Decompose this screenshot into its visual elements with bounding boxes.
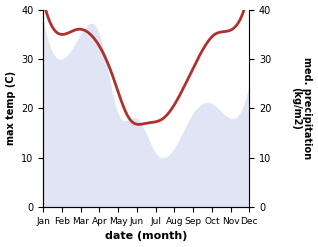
Y-axis label: med. precipitation
(kg/m2): med. precipitation (kg/m2)	[291, 57, 313, 159]
X-axis label: date (month): date (month)	[105, 231, 187, 242]
Y-axis label: max temp (C): max temp (C)	[5, 71, 16, 145]
